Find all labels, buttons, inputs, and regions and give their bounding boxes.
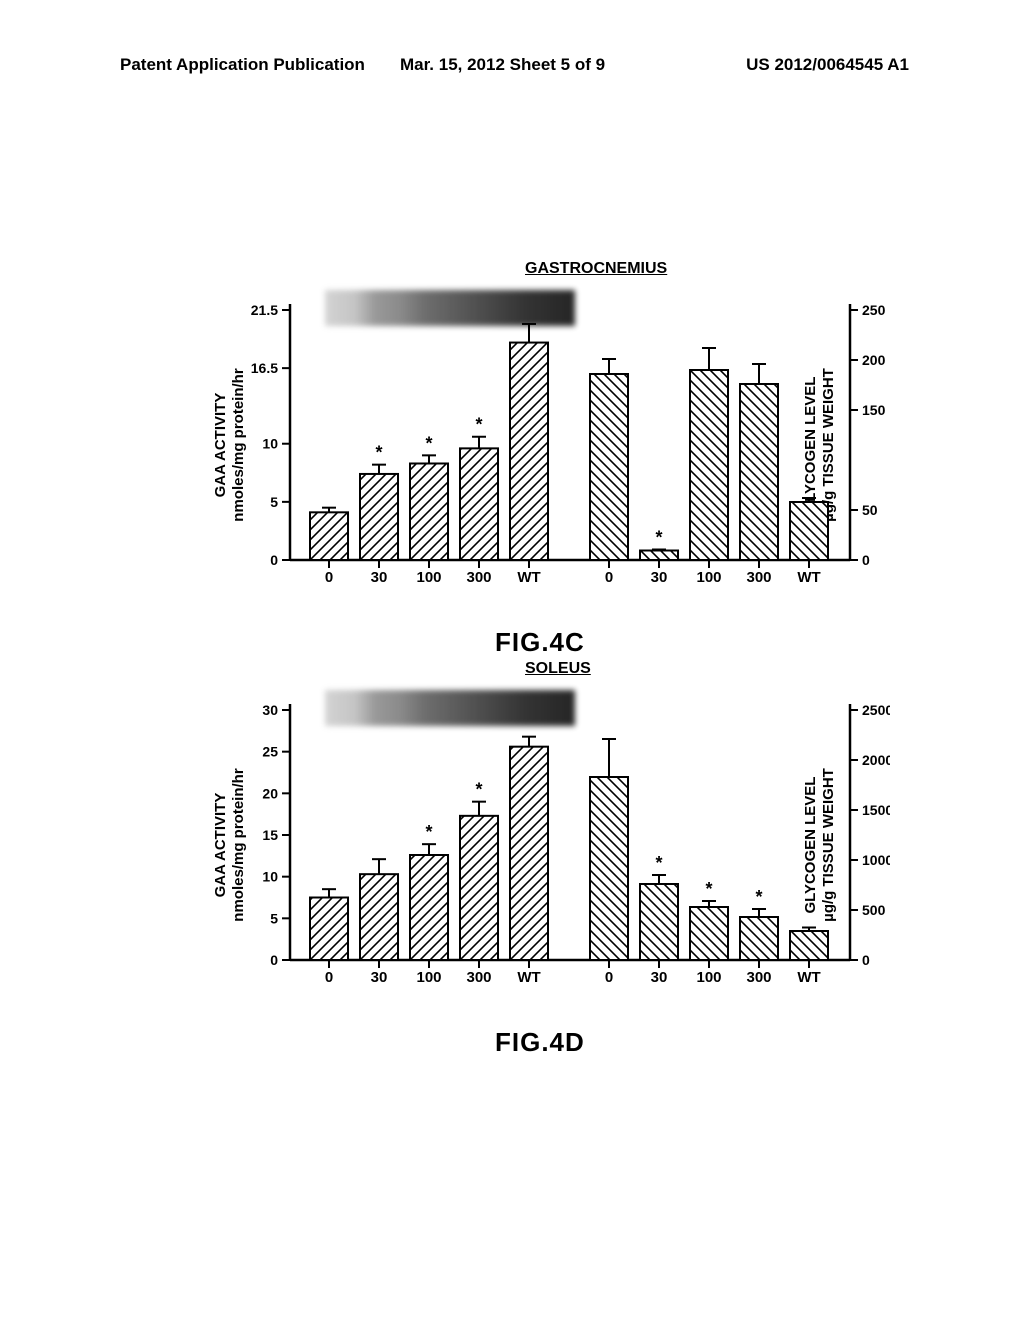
svg-text:WT: WT <box>797 969 820 986</box>
svg-text:1000: 1000 <box>862 852 890 868</box>
svg-text:300: 300 <box>466 969 491 986</box>
svg-text:10: 10 <box>262 869 278 885</box>
svg-text:WT: WT <box>797 569 820 586</box>
svg-text:50: 50 <box>862 502 878 518</box>
svg-text:WT: WT <box>517 969 540 986</box>
svg-text:*: * <box>655 853 662 873</box>
svg-text:1500: 1500 <box>862 802 890 818</box>
svg-text:*: * <box>655 528 662 548</box>
svg-text:0: 0 <box>862 952 870 968</box>
figure-4d: SOLEUS GAA ACTIVITY nmoles/mg protein/hr… <box>140 660 890 1030</box>
svg-text:30: 30 <box>651 569 668 586</box>
svg-text:WT: WT <box>517 569 540 586</box>
svg-text:250: 250 <box>862 302 886 318</box>
chart-title-4c: GASTROCNEMIUS <box>525 260 667 278</box>
svg-text:0: 0 <box>605 569 613 586</box>
header-center: Mar. 15, 2012 Sheet 5 of 9 <box>400 55 605 75</box>
header-left: Patent Application Publication <box>120 55 365 75</box>
svg-text:0: 0 <box>270 952 278 968</box>
svg-text:100: 100 <box>416 969 441 986</box>
svg-text:150: 150 <box>862 402 886 418</box>
svg-text:100: 100 <box>696 969 721 986</box>
svg-text:500: 500 <box>862 902 886 918</box>
svg-text:*: * <box>425 822 432 842</box>
svg-text:2500: 2500 <box>862 702 890 718</box>
svg-text:0: 0 <box>862 552 870 568</box>
svg-text:10: 10 <box>262 436 278 452</box>
svg-text:5: 5 <box>270 494 278 510</box>
svg-text:0: 0 <box>270 552 278 568</box>
figure-4c: GASTROCNEMIUS GAA ACTIVITY nmoles/mg pro… <box>140 260 890 630</box>
svg-text:30: 30 <box>651 969 668 986</box>
plot-4c: 0 5 10 16.5 21.5 0 50 150 200 250 0 30 * 100 * 300 * WT 0 3… <box>140 280 890 610</box>
svg-text:15: 15 <box>262 827 278 843</box>
svg-text:30: 30 <box>371 569 388 586</box>
svg-text:0: 0 <box>325 969 333 986</box>
svg-text:20: 20 <box>262 785 278 801</box>
svg-text:100: 100 <box>696 569 721 586</box>
svg-text:*: * <box>755 887 762 907</box>
svg-text:*: * <box>375 443 382 463</box>
figure-label-4c: FIG.4C <box>495 627 585 658</box>
svg-text:25: 25 <box>262 744 278 760</box>
svg-text:0: 0 <box>605 969 613 986</box>
svg-text:300: 300 <box>746 569 771 586</box>
svg-text:30: 30 <box>371 969 388 986</box>
svg-text:2000: 2000 <box>862 752 890 768</box>
svg-text:100: 100 <box>416 569 441 586</box>
svg-text:21.5: 21.5 <box>251 302 278 318</box>
svg-text:*: * <box>475 780 482 800</box>
svg-text:200: 200 <box>862 352 886 368</box>
plot-4d: 05101520253005001000150020002500030100*3… <box>140 680 890 1010</box>
svg-text:300: 300 <box>466 569 491 586</box>
svg-text:0: 0 <box>325 569 333 586</box>
chart-title-4d: SOLEUS <box>525 660 591 678</box>
svg-text:16.5: 16.5 <box>251 360 278 376</box>
svg-text:*: * <box>425 433 432 453</box>
svg-text:300: 300 <box>746 969 771 986</box>
svg-text:*: * <box>705 879 712 899</box>
header-right: US 2012/0064545 A1 <box>746 55 909 75</box>
svg-text:30: 30 <box>262 702 278 718</box>
figure-label-4d: FIG.4D <box>495 1027 585 1058</box>
svg-text:5: 5 <box>270 910 278 926</box>
svg-text:*: * <box>475 415 482 435</box>
